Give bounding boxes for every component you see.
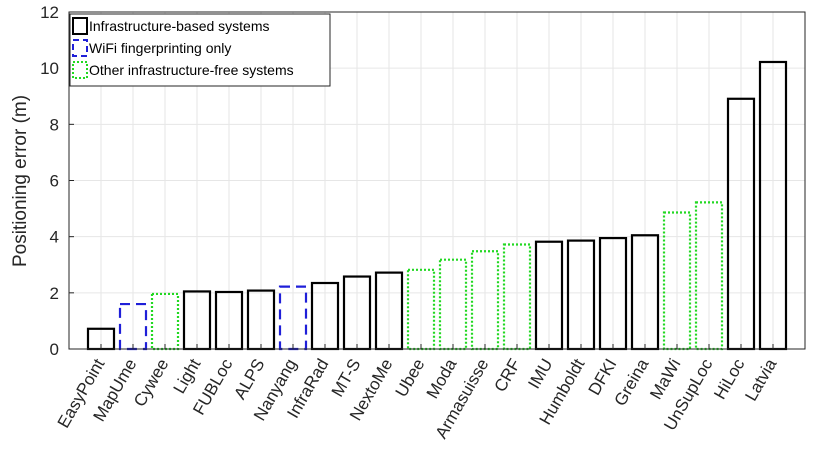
x-tick-label: Latvia (741, 355, 780, 404)
y-tick-label: 10 (40, 59, 59, 78)
legend-label-infra: Infrastructure-based systems (89, 18, 270, 34)
bar-crf (502, 243, 532, 351)
legend-swatch-wifi (72, 39, 88, 57)
legend: Infrastructure-based systems WiFi fingerp… (69, 13, 331, 87)
y-tick-label: 2 (50, 284, 59, 303)
y-axis: 0 2 4 6 8 10 12 (40, 3, 74, 359)
x-tick-label: CRF (491, 356, 525, 396)
bar-mawi (662, 211, 692, 351)
bar-ubee (406, 268, 436, 351)
x-tick-label: IMU (524, 356, 556, 392)
y-tick-label: 12 (40, 3, 59, 22)
bar-cywee (150, 292, 180, 351)
legend-swatch-infra (72, 17, 88, 35)
legend-box (69, 13, 331, 87)
legend-swatch-other (72, 61, 88, 79)
y-axis-label: Positioning error (m) (10, 95, 31, 267)
legend-label-wifi: WiFi fingerprinting only (89, 40, 231, 56)
y-tick-label: 0 (50, 340, 59, 359)
x-axis: EasyPointMapUmeCyweeLightFUBLocALPSNanya… (54, 344, 781, 442)
y-tick-label: 4 (50, 228, 59, 247)
y-tick-label: 8 (50, 115, 59, 134)
legend-label-other: Other infrastructure-free systems (89, 62, 294, 78)
y-tick-label: 6 (50, 172, 59, 191)
